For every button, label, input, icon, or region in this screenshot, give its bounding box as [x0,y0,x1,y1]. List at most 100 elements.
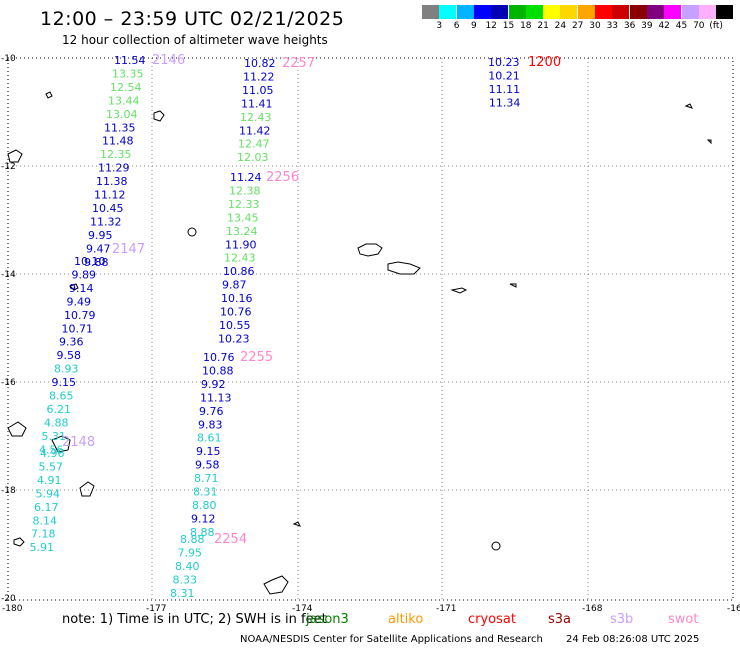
wave-height-reading: 10.45 [92,202,124,215]
wave-height-reading: 8.88 [180,533,205,546]
wave-height-reading: 9.83 [198,418,223,431]
lat-lon-grid [8,58,733,600]
lon-tick-label: -177 [146,604,166,614]
wave-height-reading: 12.03 [237,151,269,164]
wave-height-reading: 13.35 [112,67,144,80]
wave-height-reading: 7.95 [178,546,203,559]
island-b [69,283,79,291]
wave-height-reading: 5.91 [30,541,55,554]
wave-height-reading: 10.82 [244,57,276,70]
wave-height-reading: 12.43 [224,252,256,265]
legend-swatch [473,5,491,19]
island-c [7,421,27,437]
wave-height-reading: 11.24 [230,171,262,184]
wave-height-reading: 9.58 [195,459,220,472]
wave-height-reading: 10.79 [64,309,96,322]
wave-height-reading: 10.76 [203,351,235,364]
wave-height-reading: 9.89 [72,268,97,281]
map-frame [7,57,734,601]
wave-height-reading: 5.31 [42,430,67,443]
track-2148: 4.965.574.915.946.178.147.185.91 2148 [30,435,96,554]
island-g [491,541,501,551]
legend-swatch [422,5,439,19]
legend-swatch [716,5,734,19]
track-2146: 11.5413.3512.5413.4413.0411.3511.4812.35… [84,53,185,269]
legend-label: (ft) [709,21,723,31]
wave-height-reading: 10.23 [488,56,520,69]
legend-swatch [595,5,612,19]
wave-height-reading: 13.44 [108,94,140,107]
wave-height-reading: 12.43 [240,111,272,124]
wave-height-reading: 11.42 [239,124,271,137]
legend-label: 33 [606,21,619,31]
mission-label-s3b: s3b [610,612,634,627]
island-wallis [153,110,165,122]
island-l [706,139,712,145]
wave-height-reading: 8.93 [54,363,79,376]
track-2255: 10.7610.889.9211.139.769.838.619.159.588… [190,350,273,539]
wave-height-reading: 9.88 [84,256,109,269]
wave-height-reading: 10.76 [220,306,252,319]
wave-height-reading: 13.24 [226,225,258,238]
island-e [79,481,95,497]
legend-swatch [681,5,699,19]
legend-swatch [646,5,664,19]
wave-height-reading: 8.40 [175,560,200,573]
wave-height-reading: 11.38 [96,175,128,188]
wave-height-reading: 8.14 [33,514,58,527]
altimeter-tracks: 11.5413.3512.5413.4413.0411.3511.4812.35… [30,53,562,600]
pass-time-label: 1200 [528,55,561,70]
wave-height-reading: 12.33 [228,198,260,211]
island-samoa-savaii [387,261,421,275]
island-samoa-upolu [357,243,383,257]
wave-height-reading: 11.13 [200,391,232,404]
island-outlines [7,91,712,595]
legend-label: 27 [571,21,584,31]
wave-height-reading: 12.54 [110,81,142,94]
wave-height-reading: 5.57 [39,460,64,473]
legend-swatch [543,5,561,19]
legend-label: 24 [554,21,567,31]
legend-swatch [664,5,682,19]
lat-tick-label: -16 [1,378,16,388]
wave-height-reading: 7.18 [31,528,56,541]
wave-height-reading: 11.54 [114,54,146,67]
legend-label: 15 [502,21,515,31]
island-rotuma [45,91,53,99]
wave-height-reading: 9.12 [191,512,216,525]
wave-height-reading: 8.61 [197,432,222,445]
wave-height-reading: 9.76 [199,405,224,418]
track-2254: 8.887.958.408.338.31 2254 [170,532,247,600]
pass-time-label: 2146 [152,53,185,68]
wave-height-reading: 11.35 [104,121,136,134]
lat-tick-label: -12 [1,162,16,172]
legend-swatch [577,5,595,19]
wave-height-reading: 4.88 [44,416,69,429]
island-niuafoou [187,227,197,237]
wave-height-reading: 10.71 [62,322,94,335]
page-subtitle: 12 hour collection of altimeter wave hei… [62,33,328,47]
wave-height-reading: 9.15 [196,445,221,458]
legend-label: 18 [520,21,532,31]
wave-height-reading: 8.65 [49,390,74,403]
wave-height-reading: 6.17 [34,501,59,514]
island-j [684,103,693,109]
pass-time-label: 2256 [266,170,299,185]
wave-height-reading: 12.47 [238,138,270,151]
wave-height-reading: 11.29 [98,162,130,175]
track-2257: 10.8211.2211.0511.4112.4311.4212.4712.03… [237,56,315,164]
wave-height-reading: 12.38 [229,184,261,197]
legend-label: 70 [693,21,705,31]
wave-height-reading: 9.47 [86,242,111,255]
legend-label: 3 [436,21,443,31]
lat-tick-label: -18 [1,486,16,496]
page-title: 12:00 – 23:59 UTC 02/21/2025 [40,8,345,30]
island-k [509,283,517,288]
legend-swatch [491,5,509,19]
wave-height-reading: 9.87 [222,279,247,292]
legend-swatch [439,5,457,19]
lat-tick-label: -10 [1,54,16,64]
lat-tick-label: -14 [1,270,16,280]
legend-label: 42 [658,21,670,31]
